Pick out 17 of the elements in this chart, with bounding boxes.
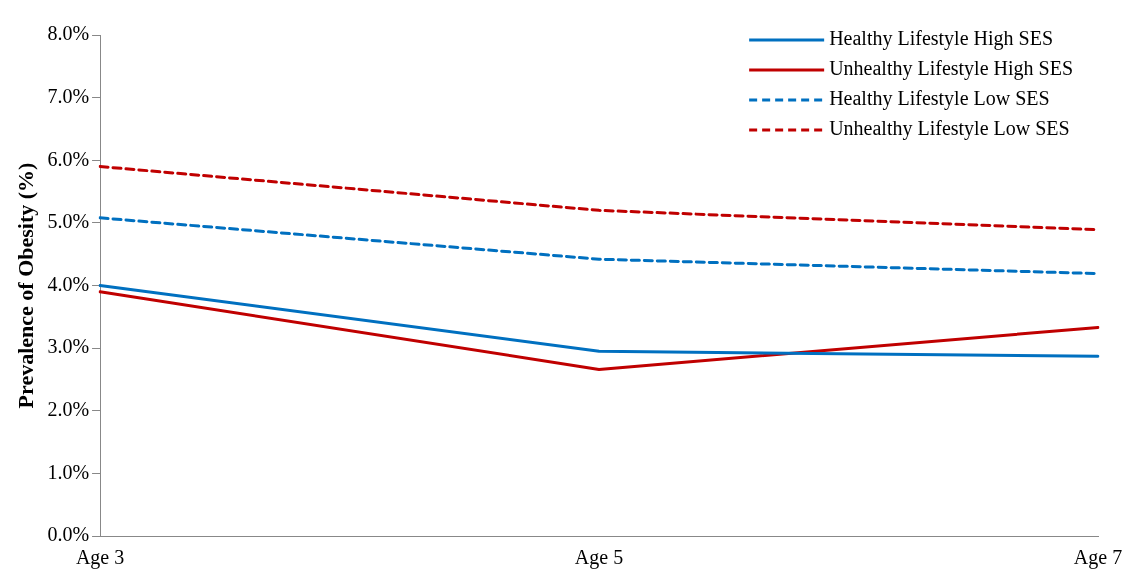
y-tick-label: 7.0% xyxy=(47,84,90,107)
x-tick-label: Age 5 xyxy=(574,546,624,570)
y-tick-label: 3.0% xyxy=(47,335,90,358)
x-tick-label: Age 7 xyxy=(1073,546,1123,570)
legend-label: Healthy Lifestyle Low SES xyxy=(829,87,1050,111)
y-tick-label: 4.0% xyxy=(47,272,90,295)
legend-label: Unhealthy Lifestyle High SES xyxy=(829,57,1073,81)
y-tick-label: 2.0% xyxy=(47,398,90,420)
y-tick-label: 0.0% xyxy=(47,523,90,546)
y-tick-label: 6.0% xyxy=(47,147,90,170)
y-tick-label: 8.0% xyxy=(47,22,90,45)
legend-label: Healthy Lifestyle High SES xyxy=(829,27,1053,51)
legend-label: Unhealthy Lifestyle Low SES xyxy=(829,117,1070,141)
x-tick-label: Age 3 xyxy=(75,546,125,570)
y-tick-label: 5.0% xyxy=(47,210,90,233)
y-tick-label: 1.0% xyxy=(47,460,90,483)
y-axis-title: Prevalence of Obesity (%) xyxy=(12,162,38,409)
